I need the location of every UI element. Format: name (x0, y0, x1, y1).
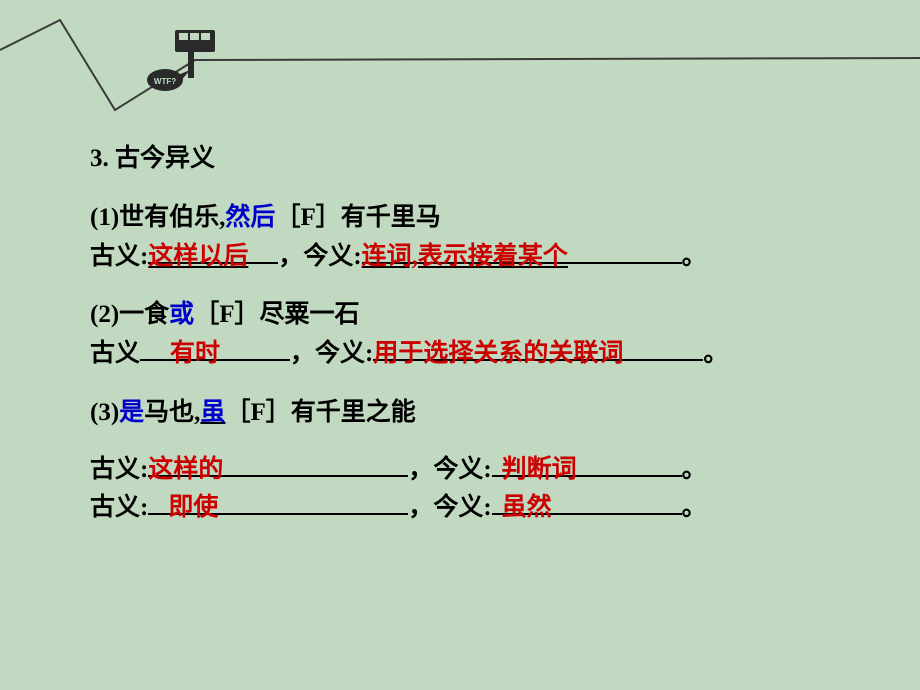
tail: 。 (682, 456, 707, 483)
item-2: (2)一食或［F］尽粟一石 古义 有时 ，今义:用于选择关系的关联词 。 (90, 296, 850, 374)
sep: ， (408, 456, 433, 483)
item-1-meanings: 古义:这样以后 ，今义:连词,表示接着某个 。 (90, 238, 850, 277)
item-index: (1) (90, 204, 119, 231)
item-3-sentence: (3)是马也,虽［F］有千里之能 (90, 394, 850, 433)
item-3-meanings-row-2: 古义: 即使 ，今义: 虽然 。 (90, 489, 850, 528)
gu-answer: 有时 (170, 335, 220, 374)
jin-blank: 用于选择关系的关联词 (373, 335, 703, 374)
gu-label: 古义: (90, 456, 148, 483)
tail: 。 (703, 340, 728, 367)
gu-label: 古义: (90, 243, 148, 270)
keyword: 然后 (225, 204, 275, 231)
jin-blank: 连词,表示接着某个 (362, 238, 682, 277)
jin-answer: 判断词 (502, 451, 577, 490)
header-decoration: WTF? (0, 0, 920, 130)
bubble-text: WTF? (154, 77, 176, 86)
sentence-post: ［F］尽粟一石 (194, 301, 359, 328)
jin-label: 今义: (315, 340, 373, 367)
tail: 。 (682, 243, 707, 270)
gu-answer: 这样的 (148, 451, 223, 490)
slide: WTF? 3. 古今异义 (1)世有伯乐,然后［F］有千里马 古义:这样以后，今… (0, 0, 920, 690)
gu-label: 古义 (90, 340, 140, 367)
tail: 。 (682, 494, 707, 521)
gu-answer: 这样以后 (148, 238, 248, 277)
jin-answer: 用于选择关系的关联词 (373, 335, 623, 374)
jin-blank: 虽然 (492, 489, 682, 528)
gu-blank: 这样以后 (148, 238, 278, 277)
sentence-post: ［F］有千里之能 (225, 399, 415, 426)
item-index: (3) (90, 399, 119, 426)
sentence-mid: 马也, (144, 399, 200, 426)
keyword-2: 虽 (200, 399, 225, 426)
item-3-meanings-row-1: 古义:这样的 ，今义: 判断词 。 (90, 451, 850, 490)
gu-blank: 有时 (140, 335, 290, 374)
jin-answer: 连词,表示接着某个 (362, 238, 568, 277)
item-1: (1)世有伯乐,然后［F］有千里马 古义:这样以后 ，今义:连词,表示接着某个 。 (90, 199, 850, 277)
gu-blank: 即使 (148, 489, 408, 528)
gu-label: 古义: (90, 494, 148, 521)
sep: ， (408, 494, 433, 521)
item-index: (2) (90, 301, 119, 328)
gu-blank: 这样的 (148, 451, 408, 490)
heading: 3. 古今异义 (90, 140, 850, 179)
keyword: 或 (169, 301, 194, 328)
item-2-meanings: 古义 有时 ，今义:用于选择关系的关联词 。 (90, 335, 850, 374)
jin-label: 今义: (433, 494, 491, 521)
content-area: 3. 古今异义 (1)世有伯乐,然后［F］有千里马 古义:这样以后，今义:连词,… (90, 140, 850, 528)
item-3: (3)是马也,虽［F］有千里之能 古义:这样的，今义:判断词。 古义:即使，今义… (90, 394, 850, 528)
sep: ， (290, 340, 315, 367)
jin-label: 今义: (433, 456, 491, 483)
jin-label: 今义: (303, 243, 361, 270)
jin-answer: 虽然 (502, 489, 552, 528)
sep: ， (278, 243, 303, 270)
item-1-sentence: (1)世有伯乐,然后［F］有千里马 (90, 199, 850, 238)
sentence-pre: 世有伯乐, (119, 204, 225, 231)
item-2-sentence: (2)一食或［F］尽粟一石 (90, 296, 850, 335)
gu-answer: 即使 (168, 489, 218, 528)
keyword-1: 是 (119, 399, 144, 426)
jin-blank: 判断词 (492, 451, 682, 490)
sentence-post: ［F］有千里马 (275, 204, 440, 231)
sentence-pre: 一食 (119, 301, 169, 328)
